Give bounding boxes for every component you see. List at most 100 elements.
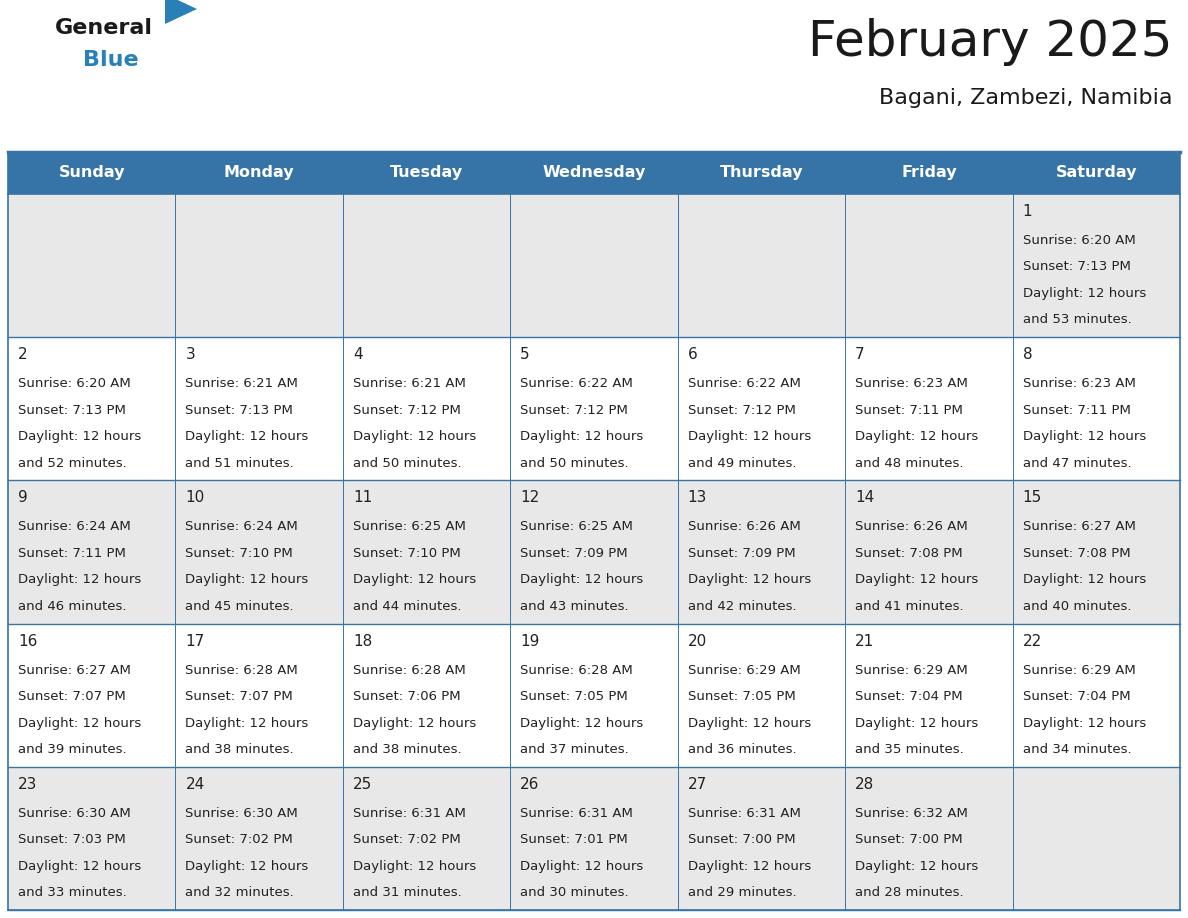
Text: Sunday: Sunday [58,165,125,181]
Text: Thursday: Thursday [720,165,803,181]
Bar [8,152,176,194]
Text: 20: 20 [688,633,707,649]
Text: and 29 minutes.: and 29 minutes. [688,886,796,900]
Text: Sunset: 7:07 PM: Sunset: 7:07 PM [185,690,293,703]
Text: Sunrise: 6:31 AM: Sunrise: 6:31 AM [688,807,801,820]
Text: Sunrise: 6:29 AM: Sunrise: 6:29 AM [1023,664,1136,677]
Text: Monday: Monday [223,165,295,181]
Text: Saturday: Saturday [1055,165,1137,181]
Bar [677,480,845,623]
Text: Sunrise: 6:26 AM: Sunrise: 6:26 AM [855,521,968,533]
Text: and 37 minutes.: and 37 minutes. [520,743,628,756]
Text: and 48 minutes.: and 48 minutes. [855,456,963,470]
Text: Daylight: 12 hours: Daylight: 12 hours [520,717,644,730]
Text: and 41 minutes.: and 41 minutes. [855,599,963,613]
Text: Sunrise: 6:20 AM: Sunrise: 6:20 AM [1023,234,1136,247]
Bar [845,767,1012,910]
Text: and 28 minutes.: and 28 minutes. [855,886,963,900]
Text: Sunset: 7:02 PM: Sunset: 7:02 PM [185,834,293,846]
Text: Sunrise: 6:23 AM: Sunrise: 6:23 AM [855,377,968,390]
Text: Sunset: 7:08 PM: Sunset: 7:08 PM [855,547,962,560]
Text: and 30 minutes.: and 30 minutes. [520,886,628,900]
Text: and 33 minutes.: and 33 minutes. [18,886,127,900]
Text: Sunrise: 6:27 AM: Sunrise: 6:27 AM [1023,521,1136,533]
Bar [8,480,176,623]
Text: and 51 minutes.: and 51 minutes. [185,456,295,470]
Bar [176,767,343,910]
Text: Sunset: 7:01 PM: Sunset: 7:01 PM [520,834,628,846]
Text: 2: 2 [18,347,27,363]
Text: Daylight: 12 hours: Daylight: 12 hours [18,431,141,443]
Bar [343,194,511,337]
Bar [1012,337,1180,480]
Text: Sunset: 7:10 PM: Sunset: 7:10 PM [353,547,461,560]
Text: 8: 8 [1023,347,1032,363]
Bar [1012,152,1180,194]
Bar [511,623,677,767]
Bar [8,623,176,767]
Text: Daylight: 12 hours: Daylight: 12 hours [855,431,979,443]
Text: General: General [55,18,153,38]
Text: Daylight: 12 hours: Daylight: 12 hours [18,717,141,730]
Text: Daylight: 12 hours: Daylight: 12 hours [1023,431,1145,443]
Text: Sunset: 7:00 PM: Sunset: 7:00 PM [688,834,795,846]
Bar [511,194,677,337]
Text: Daylight: 12 hours: Daylight: 12 hours [1023,574,1145,587]
Text: Sunset: 7:09 PM: Sunset: 7:09 PM [520,547,628,560]
Text: Sunrise: 6:24 AM: Sunrise: 6:24 AM [185,521,298,533]
Bar [343,152,511,194]
Text: 10: 10 [185,490,204,506]
Text: Daylight: 12 hours: Daylight: 12 hours [520,574,644,587]
Text: Sunset: 7:11 PM: Sunset: 7:11 PM [855,404,963,417]
Text: Sunrise: 6:27 AM: Sunrise: 6:27 AM [18,664,131,677]
Text: Sunset: 7:13 PM: Sunset: 7:13 PM [1023,261,1131,274]
Text: Daylight: 12 hours: Daylight: 12 hours [1023,287,1145,300]
Text: Sunset: 7:03 PM: Sunset: 7:03 PM [18,834,126,846]
Text: 7: 7 [855,347,865,363]
Text: and 36 minutes.: and 36 minutes. [688,743,796,756]
Text: 6: 6 [688,347,697,363]
Text: Daylight: 12 hours: Daylight: 12 hours [353,860,476,873]
Text: and 43 minutes.: and 43 minutes. [520,599,628,613]
Bar [1012,480,1180,623]
Text: and 44 minutes.: and 44 minutes. [353,599,461,613]
Text: and 50 minutes.: and 50 minutes. [353,456,461,470]
Text: Daylight: 12 hours: Daylight: 12 hours [353,574,476,587]
Text: Sunrise: 6:28 AM: Sunrise: 6:28 AM [520,664,633,677]
Text: and 32 minutes.: and 32 minutes. [185,886,295,900]
Text: 1: 1 [1023,204,1032,219]
Text: Daylight: 12 hours: Daylight: 12 hours [353,431,476,443]
Text: 3: 3 [185,347,195,363]
Text: Sunrise: 6:21 AM: Sunrise: 6:21 AM [185,377,298,390]
Text: Sunset: 7:11 PM: Sunset: 7:11 PM [18,547,126,560]
Text: Blue: Blue [83,50,139,70]
Text: Daylight: 12 hours: Daylight: 12 hours [1023,717,1145,730]
Text: Sunrise: 6:29 AM: Sunrise: 6:29 AM [855,664,968,677]
Text: Bagani, Zambezi, Namibia: Bagani, Zambezi, Namibia [879,88,1173,108]
Text: Sunset: 7:04 PM: Sunset: 7:04 PM [1023,690,1130,703]
Text: Friday: Friday [901,165,956,181]
Text: Sunset: 7:12 PM: Sunset: 7:12 PM [688,404,796,417]
Text: Daylight: 12 hours: Daylight: 12 hours [688,717,811,730]
Text: Wednesday: Wednesday [542,165,646,181]
Text: Sunset: 7:12 PM: Sunset: 7:12 PM [353,404,461,417]
Bar [176,337,343,480]
Bar [176,152,343,194]
Bar [343,480,511,623]
Text: Daylight: 12 hours: Daylight: 12 hours [353,717,476,730]
Text: Sunset: 7:10 PM: Sunset: 7:10 PM [185,547,293,560]
Bar [8,767,176,910]
Bar [511,152,677,194]
Text: Sunset: 7:13 PM: Sunset: 7:13 PM [18,404,126,417]
Text: Sunrise: 6:32 AM: Sunrise: 6:32 AM [855,807,968,820]
Text: Sunset: 7:05 PM: Sunset: 7:05 PM [688,690,796,703]
Bar [677,194,845,337]
Text: Sunset: 7:04 PM: Sunset: 7:04 PM [855,690,962,703]
Bar [176,194,343,337]
Bar [845,623,1012,767]
Bar [1012,767,1180,910]
Text: and 34 minutes.: and 34 minutes. [1023,743,1131,756]
Text: Sunrise: 6:31 AM: Sunrise: 6:31 AM [520,807,633,820]
Bar [343,767,511,910]
Text: Sunrise: 6:21 AM: Sunrise: 6:21 AM [353,377,466,390]
